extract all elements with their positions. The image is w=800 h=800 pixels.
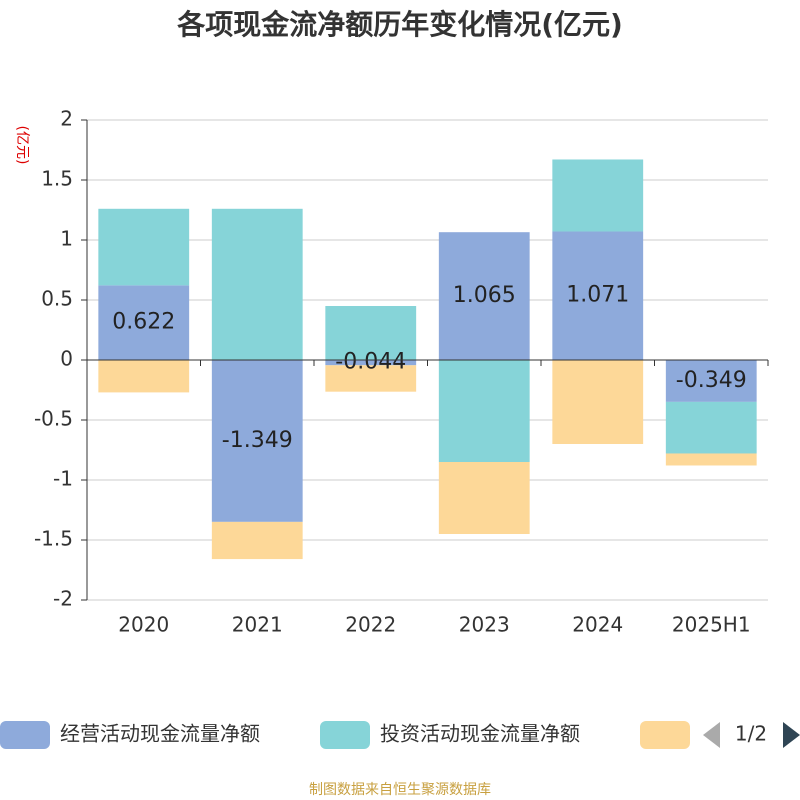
bar — [325, 306, 417, 360]
x-tick-label: 2024 — [572, 613, 623, 637]
bar — [325, 365, 417, 392]
bar — [98, 360, 190, 393]
data-label: 1.071 — [566, 283, 629, 308]
bar — [98, 285, 190, 360]
x-tick-label: 2022 — [345, 613, 396, 637]
legend-prev[interactable] — [703, 722, 720, 748]
y-tick-label: 2 — [60, 107, 73, 131]
bar — [552, 360, 644, 444]
y-tick-label: -0.5 — [34, 407, 73, 431]
y-tick-label: 0.5 — [41, 287, 73, 311]
y-tick-label: 1.5 — [41, 167, 73, 191]
bar — [438, 232, 530, 360]
data-label: -1.349 — [222, 428, 293, 453]
bar — [552, 231, 644, 360]
chart-title: 各项现金流净额历年变化情况(亿元) — [176, 8, 623, 41]
bar — [438, 462, 530, 534]
data-label: 1.065 — [453, 283, 516, 308]
y-tick-label: -1 — [53, 467, 73, 491]
bar — [665, 401, 757, 454]
bar — [98, 208, 190, 286]
data-label: 0.622 — [112, 310, 175, 335]
legend-label: 经营活动现金流量净额 — [60, 722, 260, 746]
y-tick-label: 0 — [60, 347, 73, 371]
bar — [211, 360, 303, 522]
x-tick-label: 2021 — [232, 613, 283, 637]
x-tick-label: 2020 — [118, 613, 169, 637]
x-tick-label: 2023 — [459, 613, 510, 637]
y-tick-label: -2 — [53, 587, 73, 611]
x-tick-label: 2025H1 — [672, 613, 751, 637]
legend-next[interactable] — [783, 722, 800, 748]
data-label: -0.349 — [676, 368, 747, 393]
bar — [211, 208, 303, 360]
legend-page: 1/2 — [735, 722, 767, 746]
bar — [325, 360, 417, 366]
y-axis-label: (亿元) — [14, 126, 30, 165]
bar — [211, 521, 303, 560]
legend-label: 投资活动现金流量净额 — [380, 722, 580, 746]
y-tick-label: 1 — [60, 227, 73, 251]
bar — [438, 360, 530, 462]
legend-swatch — [320, 721, 370, 749]
source: 制图数据来自恒生聚源数据库 — [309, 782, 491, 798]
legend-swatch — [640, 721, 690, 749]
bar — [665, 453, 757, 466]
bar — [552, 159, 644, 232]
legend-swatch — [0, 721, 50, 749]
bar — [665, 360, 757, 402]
y-tick-label: -1.5 — [34, 527, 73, 551]
data-label: -0.044 — [335, 350, 406, 375]
